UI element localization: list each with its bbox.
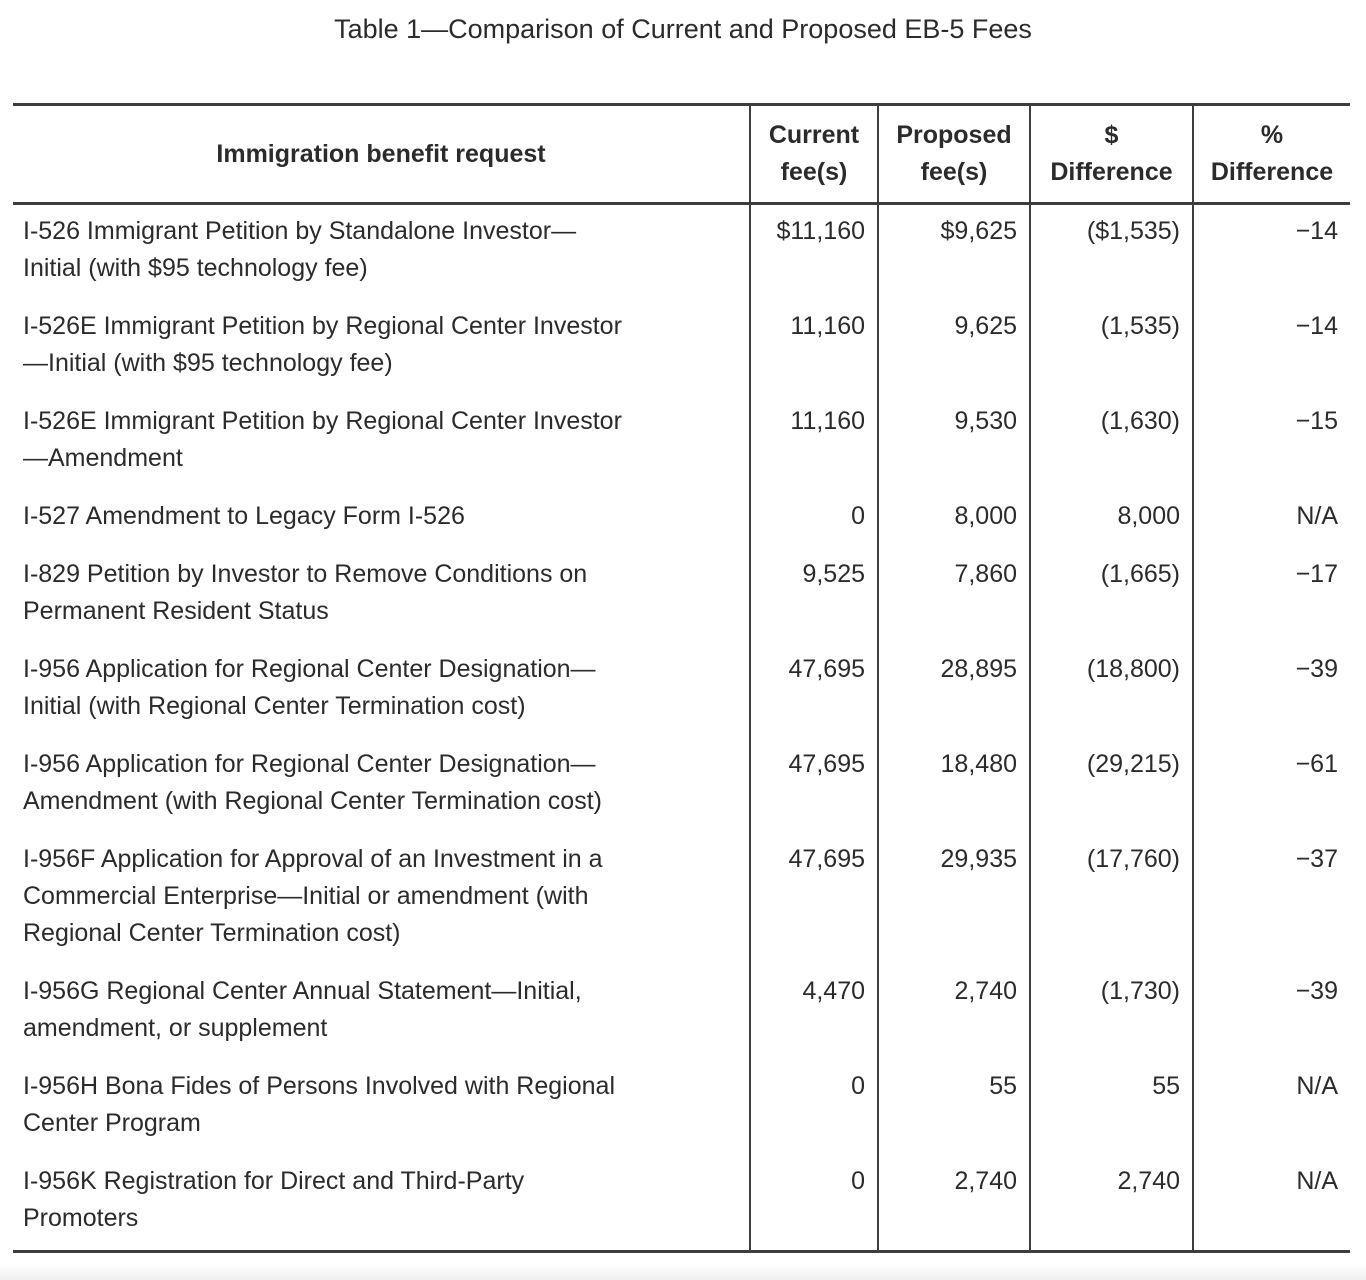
table-row: I-526E Immigrant Petition by Regional Ce…: [13, 300, 1350, 395]
cell-percent-difference: N/A: [1192, 1060, 1350, 1155]
cell-current-fee: 47,695: [749, 833, 878, 965]
table-row: I-956F Application for Approval of an In…: [13, 833, 1350, 965]
cell-proposed-fee: 18,480: [877, 738, 1030, 833]
cell-percent-difference: −15: [1192, 395, 1350, 490]
cell-percent-difference: −17: [1192, 548, 1350, 643]
table-row: I-956G Regional Center Annual Statement—…: [13, 965, 1350, 1060]
cell-immigration-benefit-request: I-956K Registration for Direct and Third…: [23, 1167, 525, 1232]
cell-immigration-benefit-request: I-526E Immigrant Petition by Regional Ce…: [23, 407, 622, 472]
cell-dollar-difference: (29,215): [1029, 738, 1193, 833]
cell-proposed-fee: 7,860: [877, 548, 1030, 643]
fees-table: Immigration benefit request Current fee(…: [13, 103, 1350, 1253]
cell-proposed-fee: 28,895: [877, 643, 1030, 738]
cell-current-fee: 0: [749, 1155, 878, 1252]
cell-percent-difference: N/A: [1192, 1155, 1350, 1252]
col-header-percent-difference: % Difference: [1192, 104, 1350, 205]
cell-proposed-fee: 55: [877, 1060, 1030, 1155]
cell-current-fee: 0: [749, 1060, 878, 1155]
header-row: Immigration benefit request Current fee(…: [13, 104, 1350, 205]
table-row: I-956H Bona Fides of Persons Involved wi…: [13, 1060, 1350, 1155]
cell-dollar-difference: (1,630): [1029, 395, 1193, 490]
cell-current-fee: 0: [749, 490, 878, 548]
cell-immigration-benefit-request: I-527 Amendment to Legacy Form I-526: [23, 502, 465, 530]
cell-percent-difference: N/A: [1192, 490, 1350, 548]
table-row: I-829 Petition by Investor to Remove Con…: [13, 548, 1350, 643]
table-title: Table 1—Comparison of Current and Propos…: [334, 14, 1032, 44]
col-header-dollar-difference: $ Difference: [1029, 104, 1193, 205]
cell-percent-difference: −39: [1192, 965, 1350, 1060]
cell-proposed-fee: 29,935: [877, 833, 1030, 965]
cell-current-fee: 4,470: [749, 965, 878, 1060]
cell-immigration-benefit-request: I-526 Immigrant Petition by Standalone I…: [23, 217, 577, 282]
cell-dollar-difference: (18,800): [1029, 643, 1193, 738]
cell-current-fee: 47,695: [749, 738, 878, 833]
cell-current-fee: 11,160: [749, 300, 878, 395]
cell-dollar-difference: ($1,535): [1029, 203, 1193, 300]
cell-dollar-difference: (1,535): [1029, 300, 1193, 395]
cell-immigration-benefit-request: I-956 Application for Regional Center De…: [23, 655, 596, 720]
table-row: I-956 Application for Regional Center De…: [13, 643, 1350, 738]
col-header-proposed-fees: Proposed fee(s): [877, 104, 1030, 205]
page-bottom-edge: [0, 1265, 1366, 1280]
table-row: I-956 Application for Regional Center De…: [13, 738, 1350, 833]
cell-current-fee: 47,695: [749, 643, 878, 738]
cell-percent-difference: −14: [1192, 203, 1350, 300]
table-row: I-956K Registration for Direct and Third…: [13, 1155, 1350, 1252]
cell-dollar-difference: (17,760): [1029, 833, 1193, 965]
col-header-immigration-benefit-request: Immigration benefit request: [13, 104, 750, 205]
cell-dollar-difference: 2,740: [1029, 1155, 1193, 1252]
cell-percent-difference: −14: [1192, 300, 1350, 395]
cell-immigration-benefit-request: I-956 Application for Regional Center De…: [23, 750, 602, 815]
cell-immigration-benefit-request: I-829 Petition by Investor to Remove Con…: [23, 560, 588, 625]
cell-dollar-difference: (1,730): [1029, 965, 1193, 1060]
cell-percent-difference: −39: [1192, 643, 1350, 738]
cell-immigration-benefit-request: I-956F Application for Approval of an In…: [23, 845, 603, 947]
cell-proposed-fee: 9,530: [877, 395, 1030, 490]
cell-dollar-difference: 8,000: [1029, 490, 1193, 548]
cell-proposed-fee: 8,000: [877, 490, 1030, 548]
cell-proposed-fee: 9,625: [877, 300, 1030, 395]
cell-dollar-difference: 55: [1029, 1060, 1193, 1155]
cell-immigration-benefit-request: I-956G Regional Center Annual Statement—…: [23, 977, 582, 1042]
col-header-current-fees: Current fee(s): [749, 104, 878, 205]
cell-proposed-fee: 2,740: [877, 1155, 1030, 1252]
cell-proposed-fee: $9,625: [877, 203, 1030, 300]
table-row: I-526 Immigrant Petition by Standalone I…: [13, 203, 1350, 300]
cell-immigration-benefit-request: I-526E Immigrant Petition by Regional Ce…: [23, 312, 622, 377]
cell-immigration-benefit-request: I-956H Bona Fides of Persons Involved wi…: [23, 1072, 615, 1137]
table-row: I-527 Amendment to Legacy Form I-526 0 8…: [13, 490, 1350, 548]
cell-percent-difference: −37: [1192, 833, 1350, 965]
cell-proposed-fee: 2,740: [877, 965, 1030, 1060]
cell-current-fee: $11,160: [749, 203, 878, 300]
cell-percent-difference: −61: [1192, 738, 1350, 833]
cell-dollar-difference: (1,665): [1029, 548, 1193, 643]
cell-current-fee: 11,160: [749, 395, 878, 490]
cell-current-fee: 9,525: [749, 548, 878, 643]
table-row: I-526E Immigrant Petition by Regional Ce…: [13, 395, 1350, 490]
